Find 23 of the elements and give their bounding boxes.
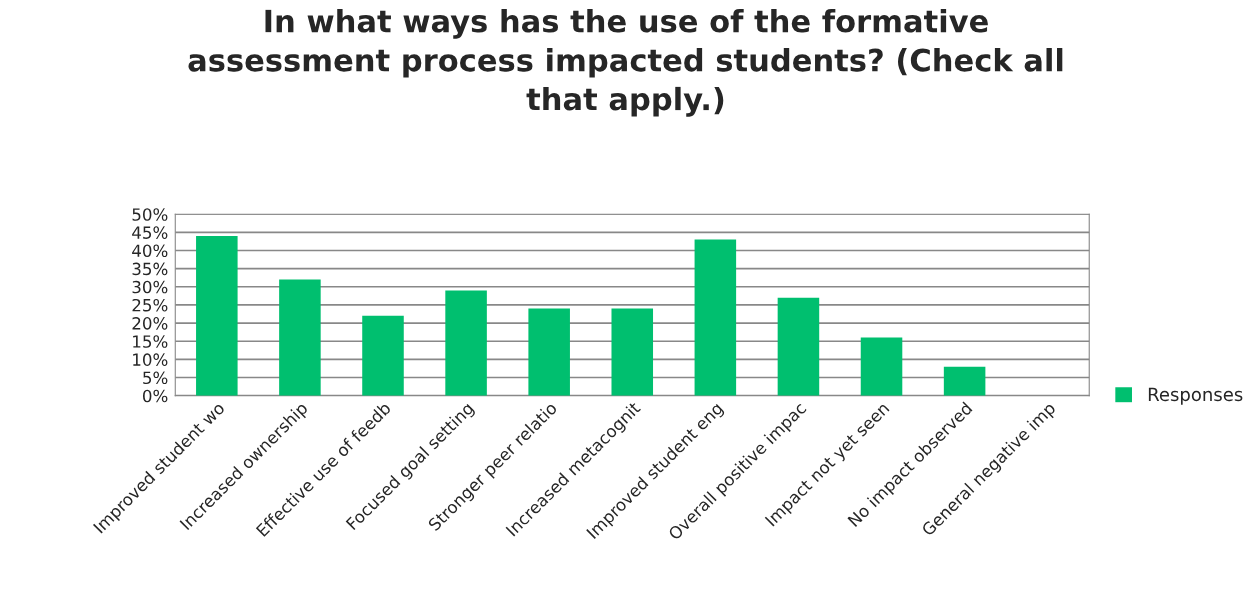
bar: [528, 308, 570, 396]
bar: [279, 279, 321, 396]
y-tick-label: 0%: [142, 389, 168, 403]
bar: [694, 239, 737, 396]
y-tick-label: 20%: [132, 317, 168, 330]
y-tick-label: 50%: [132, 208, 168, 221]
y-tick-label: 25%: [132, 298, 168, 312]
legend-label: Responses: [1148, 387, 1243, 405]
y-tick-label: 35%: [132, 262, 168, 276]
y-tick-label: 45%: [132, 226, 168, 239]
bar: [777, 297, 820, 396]
y-tick-label: 40%: [132, 244, 168, 258]
y-tick-label: 5%: [143, 371, 168, 385]
bar: [860, 337, 903, 396]
y-tick-label: 30%: [132, 280, 168, 294]
bar: [196, 235, 238, 396]
bar: [362, 315, 404, 396]
bar: [445, 290, 487, 396]
y-tick-label: 15%: [133, 335, 168, 348]
bar: [611, 308, 654, 396]
y-tick-label: 10%: [133, 353, 168, 366]
bar: [943, 366, 986, 396]
chart-title: In what ways has the use of the formative assessment process impacted students? (Check all that apply.): [188, 8, 1063, 117]
